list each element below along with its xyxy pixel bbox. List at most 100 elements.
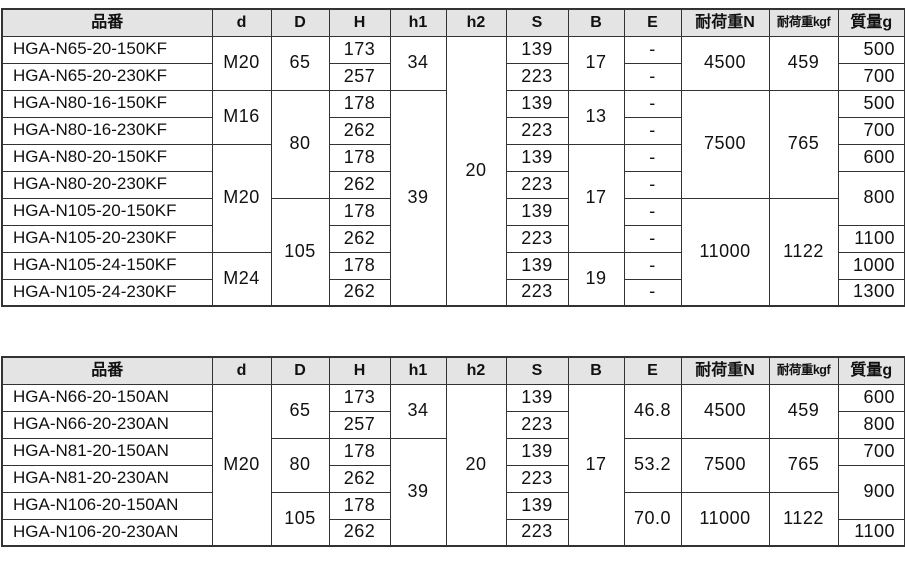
E-cell: - — [623, 197, 682, 226]
h1-cell: 34 — [389, 383, 447, 439]
H-cell: 262 — [328, 518, 391, 547]
D-cell: 65 — [270, 383, 330, 439]
mass-g-cell: 600 — [837, 143, 905, 172]
table-row: HGA-N65-20-150KF M20 65 173 34 20 139 17-4500 45… — [1, 35, 905, 307]
column-header-part-number: 品番 — [1, 356, 213, 385]
column-header-S: S — [505, 8, 569, 37]
part-number-cell: HGA-N80-16-230KF — [1, 116, 213, 145]
mass-g-cell: 1000 — [837, 251, 905, 280]
table-row: HGA-N105-20-230KF 262 223 - 1100 — [1, 224, 905, 253]
load-capacity-n-cell: 7500 — [680, 89, 770, 199]
mass-g-cell: 1100 — [837, 224, 905, 253]
S-cell: 139 — [505, 491, 569, 520]
table-row: HGA-N106-20-230AN 262 223 1100 — [1, 518, 905, 547]
mass-g-cell: 1100 — [837, 518, 905, 547]
S-cell: 223 — [505, 62, 569, 91]
mass-g-cell: 700 — [837, 116, 905, 145]
B-cell: 17 — [567, 383, 625, 547]
column-header-load-capacity-kgf: 耐荷重kgf — [768, 8, 839, 37]
E-cell: - — [623, 170, 682, 199]
table-row: HGA-N106-20-150AN 105 178 139 70.0 11000 1122 — [1, 491, 905, 547]
H-cell: 257 — [328, 62, 391, 91]
column-header-d: d — [211, 356, 272, 385]
column-header-d: d — [211, 8, 272, 37]
part-number-cell: HGA-N106-20-230AN — [1, 518, 213, 547]
d-cell: M16 — [211, 89, 272, 145]
part-number-cell: HGA-N105-20-230KF — [1, 224, 213, 253]
D-cell: 80 — [270, 89, 330, 199]
column-header-mass-g: 質量g — [837, 8, 905, 37]
part-number-cell: HGA-N105-20-150KF — [1, 197, 213, 226]
H-cell: 178 — [328, 197, 391, 226]
part-number-cell: HGA-N81-20-230AN — [1, 464, 213, 493]
S-cell: 139 — [505, 35, 569, 64]
column-header-H: H — [328, 8, 391, 37]
load-capacity-n-cell: 4500 — [680, 35, 770, 91]
h2-cell: 20 — [445, 35, 507, 307]
mass-g-cell: 500 — [837, 89, 905, 118]
S-cell: 139 — [505, 383, 569, 412]
E-cell: - — [623, 62, 682, 91]
H-cell: 262 — [328, 170, 391, 199]
H-cell: 178 — [328, 89, 391, 118]
part-number-cell: HGA-N105-24-150KF — [1, 251, 213, 280]
h1-cell: 39 — [389, 437, 447, 547]
S-cell: 139 — [505, 197, 569, 226]
D-cell: 105 — [270, 197, 330, 307]
mass-g-cell: 600 — [837, 383, 905, 412]
H-cell: 257 — [328, 410, 391, 439]
column-header-part-number: 品番 — [1, 8, 213, 37]
mass-g-cell: 1300 — [837, 278, 905, 307]
d-cell: M20 — [211, 143, 272, 253]
load-capacity-n-cell: 7500 — [680, 437, 770, 493]
S-cell: 139 — [505, 251, 569, 280]
column-header-B: B — [567, 356, 625, 385]
h1-cell: 34 — [389, 35, 447, 91]
table-row: HGA-N65-20-230KF 257 223 - 700 — [1, 62, 905, 91]
B-cell: 17 — [567, 143, 625, 253]
part-number-cell: HGA-N81-20-150AN — [1, 437, 213, 466]
mass-g-cell: 800 — [837, 410, 905, 439]
column-header-S: S — [505, 356, 569, 385]
table-row: HGA-N81-20-150AN 80 178 39 139 53.2 7500 765 700 — [1, 437, 905, 547]
part-number-cell: HGA-N80-16-150KF — [1, 89, 213, 118]
S-cell: 223 — [505, 170, 569, 199]
d-cell: M20 — [211, 35, 272, 91]
E-cell: - — [623, 35, 682, 64]
load-capacity-kgf-cell: 459 — [768, 383, 839, 439]
column-header-h2: h2 — [445, 8, 507, 37]
load-capacity-kgf-cell: 765 — [768, 437, 839, 493]
column-header-h1: h1 — [389, 356, 447, 385]
table-row: HGA-N80-16-230KF 262 223 - 700 — [1, 116, 905, 145]
H-cell: 178 — [328, 491, 391, 520]
E-cell: 53.2 — [623, 437, 682, 493]
S-cell: 223 — [505, 410, 569, 439]
mass-g-cell: 800 — [837, 170, 905, 226]
mass-g-cell: 700 — [837, 437, 905, 466]
S-cell: 223 — [505, 116, 569, 145]
load-capacity-kgf-cell: 459 — [768, 35, 839, 91]
B-cell: 17 — [567, 35, 625, 91]
table-row: HGA-N66-20-230AN 257 223 800 — [1, 410, 905, 439]
load-capacity-n-cell: 11000 — [680, 197, 770, 307]
column-header-h2: h2 — [445, 356, 507, 385]
B-cell: 13 — [567, 89, 625, 145]
D-cell: 105 — [270, 491, 330, 547]
d-cell: M20 — [211, 383, 272, 547]
column-header-load-capacity-n: 耐荷重N — [680, 356, 770, 385]
table-row: HGA-N105-20-150KF 105 178 139 -11000 1122 — [1, 197, 905, 307]
H-cell: 262 — [328, 464, 391, 493]
part-number-cell: HGA-N65-20-230KF — [1, 62, 213, 91]
H-cell: 173 — [328, 35, 391, 64]
column-header-load-capacity-kgf: 耐荷重kgf — [768, 356, 839, 385]
H-cell: 262 — [328, 278, 391, 307]
H-cell: 262 — [328, 224, 391, 253]
E-cell: - — [623, 89, 682, 118]
H-cell: 178 — [328, 251, 391, 280]
S-cell: 223 — [505, 278, 569, 307]
mass-g-cell: 500 — [837, 35, 905, 64]
mass-g-cell: 900 — [837, 464, 905, 520]
